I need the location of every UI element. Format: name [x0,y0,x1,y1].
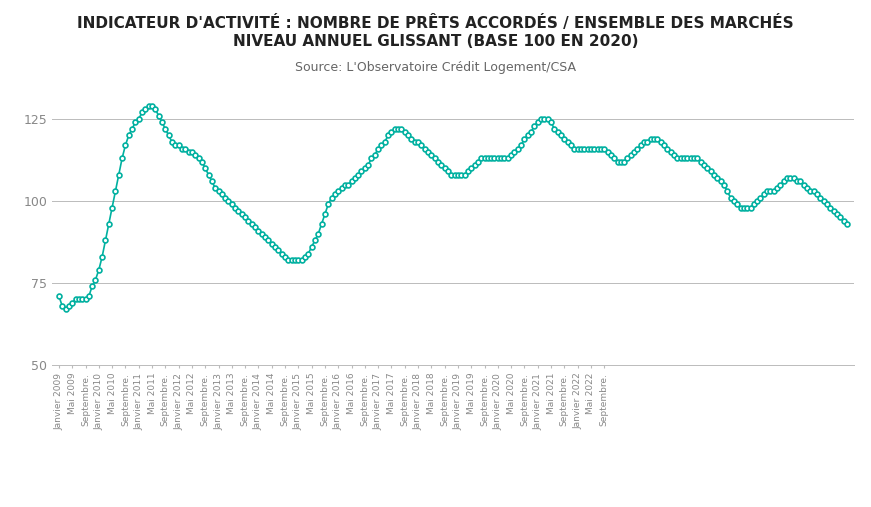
Text: Source: L'Observatoire Crédit Logement/CSA: Source: L'Observatoire Crédit Logement/C… [295,61,576,74]
Text: INDICATEUR D'ACTIVITÉ : NOMBRE DE PRÊTS ACCORDÉS / ENSEMBLE DES MARCHÉS
NIVEAU A: INDICATEUR D'ACTIVITÉ : NOMBRE DE PRÊTS … [78,15,793,49]
